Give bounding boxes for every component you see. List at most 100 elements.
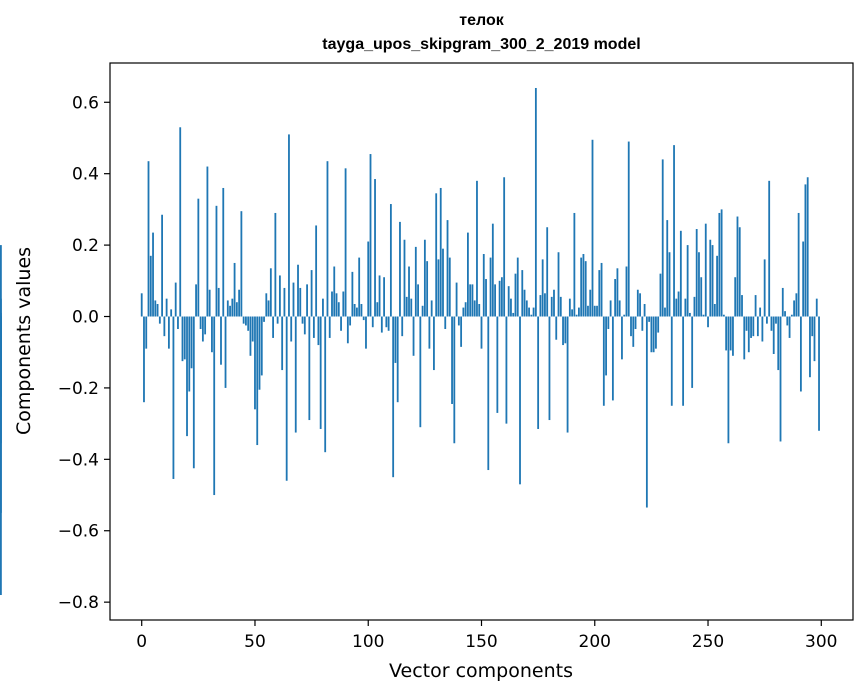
bar [618,300,621,317]
bar [698,252,700,317]
bar [571,309,574,317]
bar [482,254,485,317]
bar [532,307,535,317]
bar [256,316,259,446]
bar [238,289,241,317]
bar [140,293,143,317]
bar [578,307,580,317]
bar [308,316,311,421]
bar [815,298,818,317]
bar [263,316,265,322]
bar [625,266,628,317]
bar [707,316,709,328]
bar [455,282,458,317]
bar [668,252,671,317]
bar [453,316,456,444]
bar [224,316,227,388]
bar [152,232,154,317]
bar [383,277,385,317]
bar [428,316,431,349]
bar [147,161,150,317]
bar [186,316,188,437]
bar [360,304,363,317]
bar [666,220,669,317]
bar [630,316,632,337]
bar [779,316,782,442]
bar [494,284,496,317]
bar [337,302,340,317]
bar [811,316,814,337]
bar [217,287,220,317]
bar [480,316,483,349]
bar [514,273,517,317]
bar [478,304,481,317]
bar [403,239,406,317]
bar [319,316,322,429]
bar [607,316,610,330]
bar [290,316,293,342]
bar [809,316,811,378]
bar [718,212,721,317]
bar [281,316,284,371]
x-tick-label: 50 [244,632,266,652]
bar [704,223,707,317]
bar [684,298,687,317]
bar [777,316,780,371]
bar [399,221,401,317]
bar [211,316,213,353]
bar [408,266,410,317]
bar [582,254,585,317]
y-tick-label: −0.2 [58,379,99,399]
bar [655,316,657,349]
bar [374,179,376,317]
bar [306,284,308,317]
bar [766,316,768,324]
bar [340,316,342,331]
bar [274,212,277,317]
bar [686,245,689,317]
bar [356,307,358,317]
bar [328,316,331,338]
bar [772,316,775,354]
bar [788,316,791,338]
bar [283,287,286,317]
bar [226,300,229,317]
bar [709,239,712,317]
bar [781,287,784,317]
bar [498,280,501,317]
bar [421,305,424,317]
bar [738,227,741,317]
bar [208,289,211,317]
bar [342,291,345,317]
bar [573,212,576,317]
bar [414,246,417,317]
bar [288,134,290,317]
bar [412,316,415,356]
bar [519,316,521,485]
x-tick-label: 150 [465,632,497,652]
bar [727,316,730,444]
bar [645,316,648,508]
bar [621,316,623,360]
bar [190,316,193,369]
bar [326,161,329,317]
bar [369,154,372,317]
bar [172,316,175,479]
bar [206,166,209,317]
bar [254,316,256,410]
bar [741,295,743,317]
bar [457,316,460,326]
bar [763,259,766,317]
bar [818,316,820,431]
bar [251,316,254,342]
bar [568,298,571,317]
bar [165,298,168,317]
bar [464,302,467,317]
bar [349,316,352,326]
bar [292,282,295,317]
bar [650,316,653,353]
x-tick-label: 0 [136,632,147,652]
bar [231,298,234,317]
bar [648,316,651,322]
bar [523,289,526,317]
